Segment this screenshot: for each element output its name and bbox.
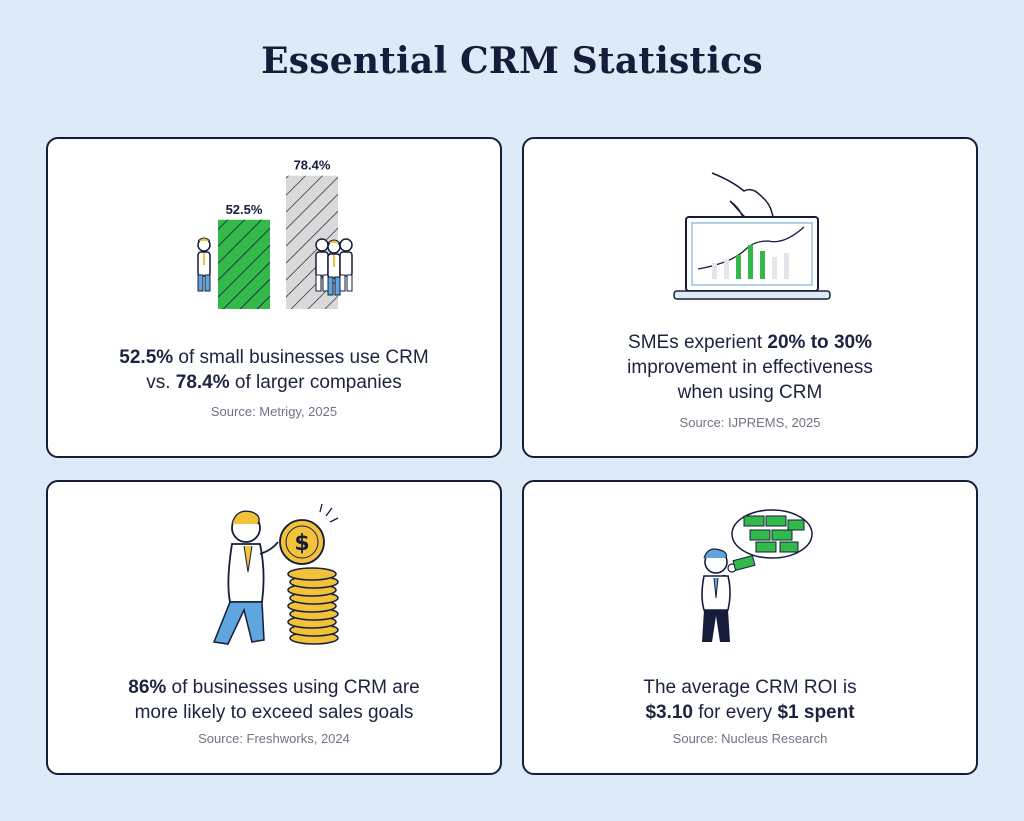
stat-text-part: vs. [146, 372, 176, 393]
bar-hatch-overlay [218, 219, 270, 309]
stat-text-part: of businesses using CRM are [166, 677, 420, 698]
stat-text-part: improvement in effectiveness [627, 357, 873, 378]
stat-text: The average CRM ROI is $3.10 for every $… [534, 675, 966, 725]
laptop-chart-illustration [673, 172, 831, 300]
source-citation: Source: Nucleus Research [672, 731, 828, 746]
stat-card-sales-goals: $ 86% of businesses using CRM are more l… [46, 480, 502, 775]
stat-text-part: of small businesses use CRM [173, 347, 429, 368]
source-citation: Source: Freshworks, 2024 [198, 731, 350, 746]
coin-stack-illustration: $ [212, 503, 339, 645]
money-thought-illustration [701, 509, 813, 642]
stat-text-part: when using CRM [677, 382, 823, 403]
stat-highlight: 20% to 30% [767, 332, 872, 353]
stat-text-part: for every [692, 702, 778, 723]
svg-text:$: $ [294, 531, 309, 556]
bar-chart-people-illustration: 52.5% 78.4% [197, 158, 353, 309]
stat-text-part: more likely to exceed sales goals [134, 702, 414, 723]
page-title: Essential CRM Statistics [261, 40, 763, 82]
stat-highlight: 52.5% [119, 347, 174, 368]
stat-highlight: 78.4% [175, 372, 230, 393]
stat-card-crm-roi: The average CRM ROI is $3.10 for every $… [522, 480, 978, 775]
stat-card-sme-effectiveness: SMEs experient 20% to 30% improvement in… [522, 137, 978, 458]
stat-highlight: 86% [128, 677, 167, 698]
stat-text-part: SMEs experient [628, 332, 768, 353]
stat-text-part: The average CRM ROI is [643, 677, 857, 698]
person-figure [197, 237, 211, 292]
people-group [315, 238, 353, 296]
stat-text: 86% of businesses using CRM are more lik… [58, 675, 490, 725]
bar-value-label-small: 52.5% [226, 202, 263, 217]
stat-highlight: $1 spent [777, 702, 855, 723]
source-citation: Source: Metrigy, 2025 [210, 404, 338, 419]
stat-highlight: $3.10 [645, 702, 693, 723]
stat-card-small-business: 52.5% 78.4% [46, 137, 502, 458]
stat-text-part: of larger companies [229, 372, 402, 393]
bar-value-label-large: 78.4% [294, 158, 331, 173]
source-citation: Source: IJPREMS, 2025 [679, 415, 821, 430]
stat-text: 52.5% of small businesses use CRM vs. 78… [58, 345, 490, 395]
stat-text: SMEs experient 20% to 30% improvement in… [534, 330, 966, 405]
